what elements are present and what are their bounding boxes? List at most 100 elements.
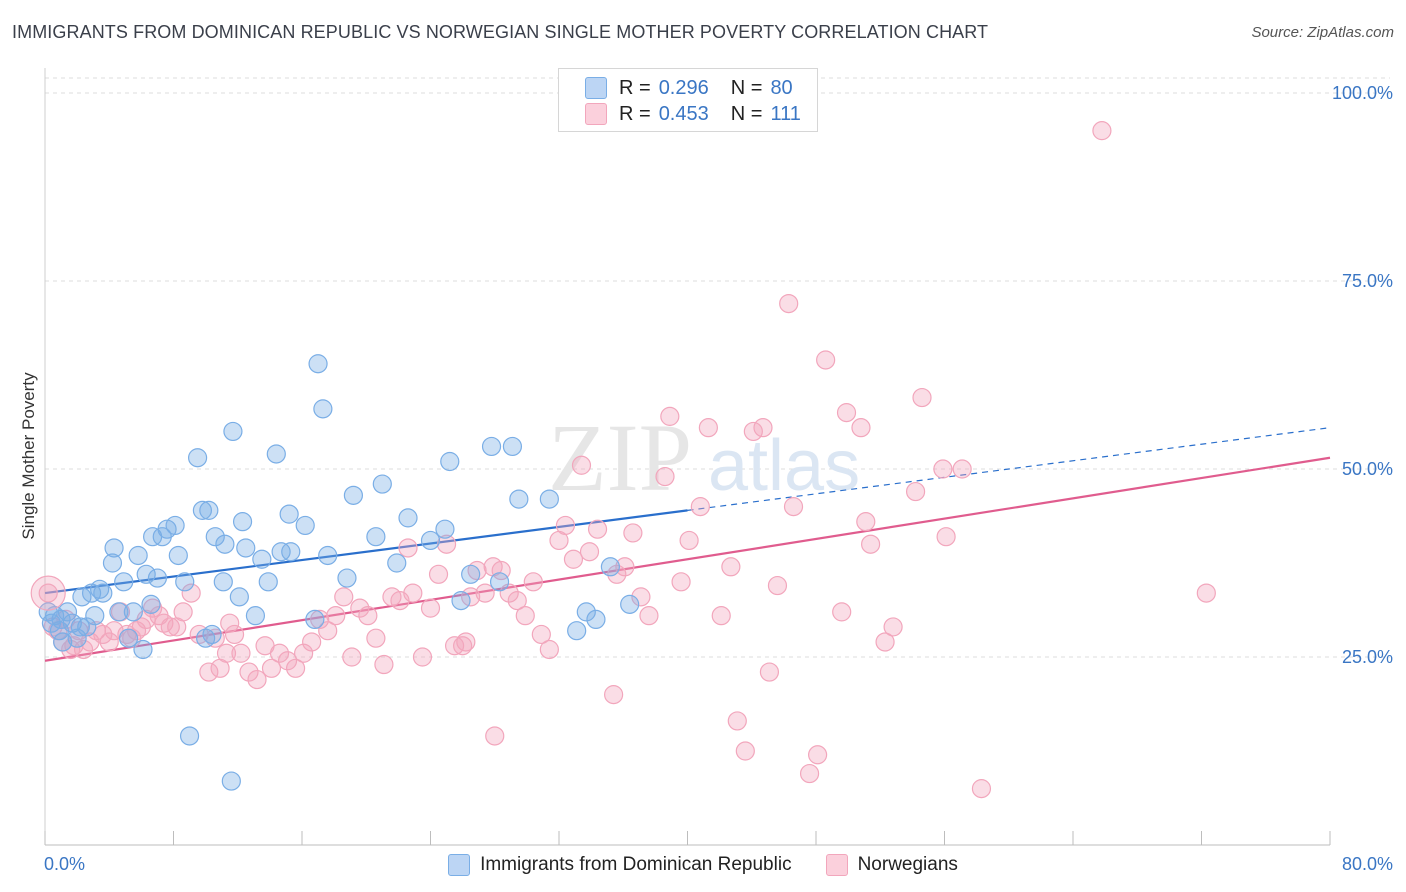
- data-point-norwegian: [936, 527, 956, 547]
- data-point-dominican: [179, 726, 200, 746]
- data-point-norwegian: [93, 624, 113, 645]
- data-point-norwegian: [199, 662, 219, 682]
- legend-swatch-pink: [585, 103, 607, 125]
- data-point-norwegian: [220, 613, 240, 633]
- data-point-norwegian: [579, 542, 600, 562]
- y-tick-label: 75.0%: [1342, 271, 1393, 291]
- data-point-dominican: [509, 489, 529, 509]
- data-point-norwegian: [398, 538, 418, 558]
- data-point-norwegian: [555, 515, 576, 536]
- data-point-norwegian: [1092, 121, 1112, 141]
- data-point-dominican: [102, 553, 123, 573]
- data-point-norwegian: [475, 583, 495, 603]
- tick-labels: 25.0% 50.0% 75.0% 100.0%: [1332, 83, 1393, 667]
- watermark-zip: ZIP: [548, 404, 692, 511]
- data-point-norwegian: [366, 628, 386, 648]
- data-point-norwegian: [779, 293, 799, 314]
- data-point-norwegian: [224, 624, 245, 645]
- legend-n-label: N =: [730, 102, 763, 125]
- data-point-dominican: [266, 444, 286, 464]
- data-point-norwegian: [374, 654, 394, 675]
- legend-label-dominican: Immigrants from Dominican Republic: [480, 854, 792, 875]
- data-point-dominican: [192, 500, 213, 520]
- legend-item-norwegians[interactable]: Norwegians: [825, 854, 958, 876]
- data-point-dominican: [451, 591, 471, 611]
- data-point-norwegian: [412, 647, 433, 667]
- data-point-norwegian: [342, 647, 362, 667]
- data-point-norwegian: [912, 387, 932, 408]
- data-point-norwegian: [285, 658, 306, 678]
- legend-n-value: 111: [770, 102, 801, 125]
- data-point-norwegian: [73, 639, 94, 660]
- chart-title: IMMIGRANTS FROM DOMINICAN REPUBLIC VS NO…: [12, 22, 989, 42]
- y-axis-label: Single Mother Poverty: [19, 372, 38, 540]
- data-point-norwegian: [444, 636, 465, 656]
- data-point-dominican: [281, 542, 301, 562]
- data-point-dominican: [72, 587, 92, 607]
- data-point-norwegian: [671, 572, 691, 592]
- data-point-norwegian: [631, 587, 651, 607]
- legend-n-value: 80: [770, 76, 793, 99]
- data-point-norwegian: [816, 350, 836, 370]
- data-point-norwegian: [851, 418, 871, 438]
- data-point-norwegian: [690, 497, 710, 517]
- data-point-dominican: [147, 568, 168, 588]
- data-point-norwegian: [216, 643, 237, 663]
- data-point-dominican: [600, 557, 621, 577]
- data-point-norwegian: [721, 557, 741, 577]
- data-point-norwegian: [358, 606, 378, 626]
- data-point-dominican: [252, 549, 272, 569]
- data-point-dominican: [420, 530, 441, 551]
- legend-swatch-pink: [825, 854, 848, 876]
- data-point-dominican: [114, 572, 134, 592]
- data-point-norwegian: [655, 466, 675, 487]
- data-point-dominican: [168, 545, 188, 566]
- data-point-norwegian: [231, 643, 251, 663]
- correlation-legend: R = 0.296 N = 80 R = 0.453 N = 111: [558, 68, 818, 132]
- data-point-dominican: [308, 354, 328, 374]
- data-point-norwegian: [952, 459, 972, 479]
- data-point-dominican: [586, 609, 606, 630]
- trend-line-dominican: [44, 509, 688, 595]
- data-point-dominican: [567, 621, 587, 641]
- legend-row-dominican: R = 0.296 N = 80: [585, 75, 793, 101]
- data-point-dominican: [461, 564, 481, 584]
- data-point-norwegian: [563, 549, 584, 569]
- data-point-dominican: [295, 515, 315, 536]
- data-point-norwegian: [615, 557, 635, 577]
- legend-item-dominican[interactable]: Immigrants from Dominican Republic: [448, 854, 792, 876]
- y-tick-label: 25.0%: [1342, 647, 1393, 667]
- data-point-dominican: [53, 632, 73, 652]
- data-point-norwegian: [799, 763, 820, 784]
- data-point-norwegian: [759, 662, 780, 682]
- data-point-dominican: [258, 572, 278, 592]
- data-point-dominican: [93, 583, 113, 603]
- data-point-norwegian: [420, 598, 441, 618]
- data-point-dominican: [229, 587, 249, 607]
- data-point-dominican: [223, 421, 243, 442]
- data-point-norwegian: [767, 575, 788, 596]
- data-point-dominican: [279, 504, 299, 524]
- data-point-norwegian: [905, 481, 926, 502]
- data-point-norwegian: [832, 602, 852, 622]
- data-point-dominican: [221, 771, 241, 791]
- data-point-norwegian: [318, 621, 338, 641]
- data-point-norwegian: [461, 587, 481, 607]
- legend-r-value: 0.453: [658, 102, 709, 125]
- data-point-norwegian: [269, 643, 290, 663]
- data-point-dominican: [318, 545, 338, 566]
- legend-label-norwegians: Norwegians: [857, 854, 958, 875]
- data-point-norwegian: [743, 421, 763, 442]
- data-point-norwegian: [30, 575, 66, 611]
- series-legend: Immigrants from Dominican Republic Norwe…: [0, 852, 1406, 878]
- data-point-dominican: [202, 624, 222, 645]
- data-point-norwegian: [698, 418, 718, 438]
- data-point-norwegian: [403, 583, 423, 603]
- data-point-dominican: [187, 448, 208, 468]
- legend-r-label: R =: [619, 76, 651, 99]
- data-point-dominican: [109, 602, 129, 622]
- data-point-norwegian: [456, 632, 476, 652]
- data-point-norwegian: [1196, 583, 1216, 603]
- data-point-dominican: [70, 617, 90, 637]
- data-point-norwegian: [607, 564, 627, 584]
